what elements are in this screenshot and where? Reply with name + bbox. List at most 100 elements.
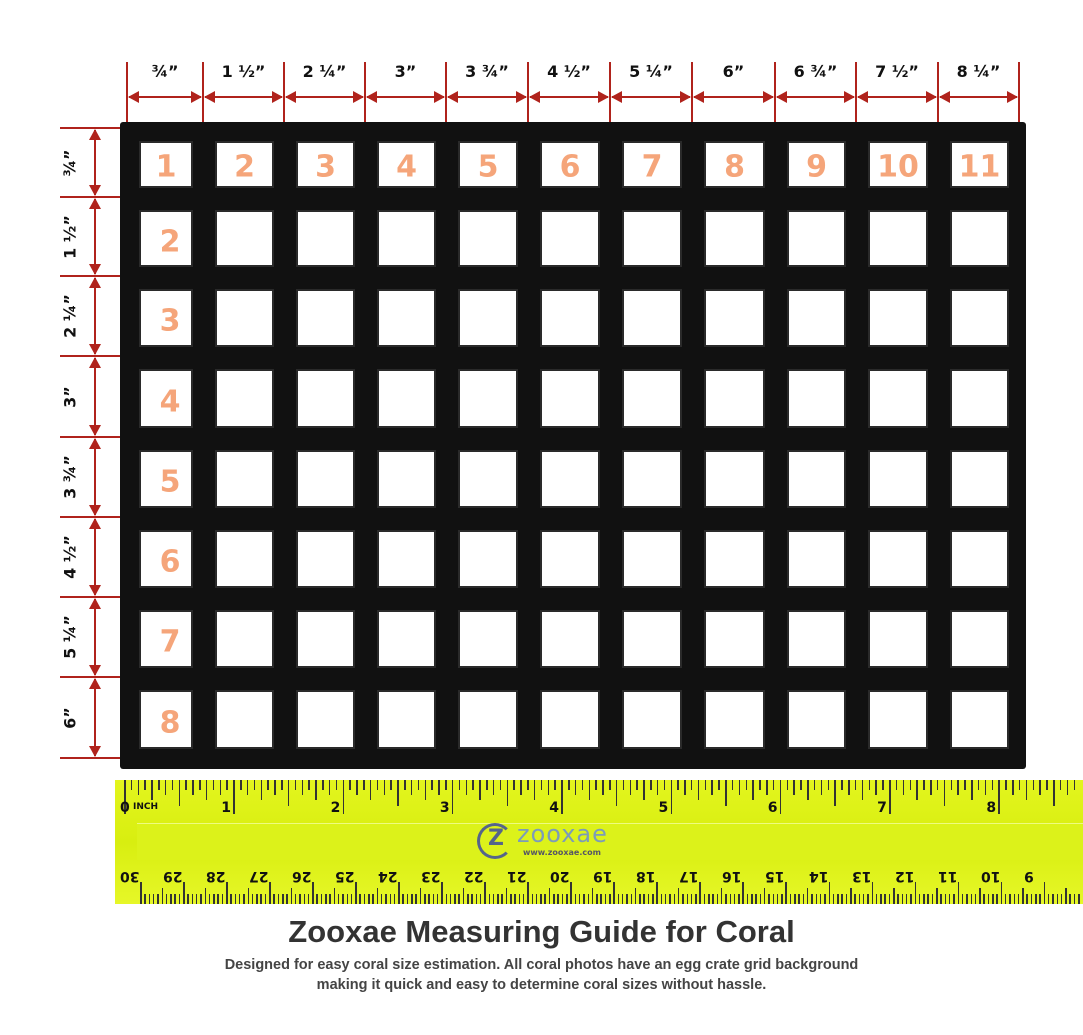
cm-tick	[140, 882, 142, 904]
grid-cell	[868, 210, 928, 267]
cm-tick	[974, 894, 977, 904]
grid-cell	[215, 450, 274, 508]
cm-tick	[798, 894, 800, 904]
row-divider-line	[60, 516, 120, 518]
cm-tick	[854, 894, 856, 904]
cm-label: 27	[249, 868, 269, 884]
cm-tick	[303, 894, 306, 904]
inch-tick	[977, 780, 980, 790]
cm-tick	[806, 888, 809, 904]
cm-tick	[802, 894, 805, 904]
cm-tick	[871, 882, 874, 904]
grid-cell	[377, 450, 436, 508]
cm-tick	[518, 894, 521, 904]
column-number: 10	[877, 149, 919, 185]
inch-tick	[793, 780, 795, 795]
cm-tick	[914, 882, 917, 904]
cm-tick	[613, 882, 615, 904]
inch-tick	[267, 780, 269, 790]
inch-tick	[547, 780, 550, 795]
inch-tick	[171, 780, 174, 790]
grid-cell	[540, 690, 600, 749]
column-arrow	[448, 96, 526, 98]
arrow-head-down-icon	[89, 344, 101, 355]
cm-tick	[708, 894, 710, 904]
cm-tick	[781, 894, 783, 904]
grid-cell	[950, 690, 1009, 749]
cm-tick	[544, 894, 546, 904]
inch-tick	[499, 780, 502, 790]
cm-tick	[725, 894, 727, 904]
cm-tick	[376, 888, 379, 904]
grid-cell	[458, 530, 518, 588]
arrow-head-left-icon	[693, 91, 704, 103]
cm-tick	[1056, 894, 1059, 904]
grid-cell	[377, 610, 436, 668]
inch-tick	[588, 780, 591, 800]
grid-cell	[704, 369, 765, 428]
inch-tick	[820, 780, 823, 795]
cm-tick	[398, 882, 400, 904]
inch-tick	[349, 780, 351, 790]
inch-tick	[595, 780, 597, 790]
cm-tick	[905, 894, 908, 904]
grid-cell	[950, 369, 1009, 428]
grid-cell	[868, 690, 928, 749]
row-arrow	[94, 278, 96, 354]
cm-tick	[824, 894, 826, 904]
arrow-head-down-icon	[89, 425, 101, 436]
column-number: 6	[559, 149, 581, 185]
grid-cell	[458, 210, 518, 267]
inch-tick	[240, 780, 242, 790]
cm-tick	[294, 894, 297, 904]
grid-cell	[215, 369, 274, 428]
cm-tick	[561, 894, 564, 904]
inch-tick	[540, 780, 543, 790]
inch-tick	[609, 780, 611, 790]
row-size-label: 3”	[60, 385, 80, 408]
cm-tick	[664, 894, 667, 904]
grid-cell	[704, 141, 765, 188]
column-divider-line	[364, 62, 366, 122]
inch-tick	[397, 780, 399, 806]
inch-tick	[895, 780, 898, 790]
cm-tick	[462, 888, 465, 904]
cm-tick	[282, 894, 284, 904]
column-divider-line	[609, 62, 611, 122]
cm-tick	[191, 894, 194, 904]
cm-label: 28	[206, 868, 226, 884]
cm-tick	[660, 894, 663, 904]
column-size-label: 3 ¾”	[465, 62, 509, 81]
cm-tick	[424, 894, 426, 904]
inch-tick	[902, 780, 905, 795]
inch-tick	[335, 780, 338, 790]
cm-label: 14	[808, 868, 828, 884]
grid-cell	[377, 369, 436, 428]
grid-cell	[296, 450, 355, 508]
inch-tick	[1046, 780, 1048, 790]
grid-cell	[787, 610, 846, 668]
inch-tick	[957, 780, 959, 795]
cm-tick	[910, 894, 912, 904]
inch-tick	[711, 780, 713, 795]
cm-tick	[1039, 894, 1041, 904]
arrow-head-up-icon	[89, 518, 101, 529]
row-divider-line	[60, 436, 120, 438]
cm-tick	[449, 894, 452, 904]
cm-tick	[677, 888, 680, 904]
arrow-head-right-icon	[598, 91, 609, 103]
cm-tick	[178, 894, 181, 904]
inch-tick	[1025, 780, 1028, 800]
row-size-label: 3 ¾”	[60, 455, 80, 499]
inch-tick	[629, 780, 631, 795]
cm-tick	[165, 894, 168, 904]
inch-tick	[376, 780, 379, 790]
cm-tick	[884, 894, 886, 904]
column-divider-line	[126, 62, 128, 122]
arrow-head-right-icon	[680, 91, 691, 103]
inch-tick	[971, 780, 973, 800]
arrow-head-down-icon	[89, 185, 101, 196]
inch-tick	[615, 780, 618, 806]
inch-label: 8	[986, 800, 997, 816]
column-arrow	[858, 96, 936, 98]
